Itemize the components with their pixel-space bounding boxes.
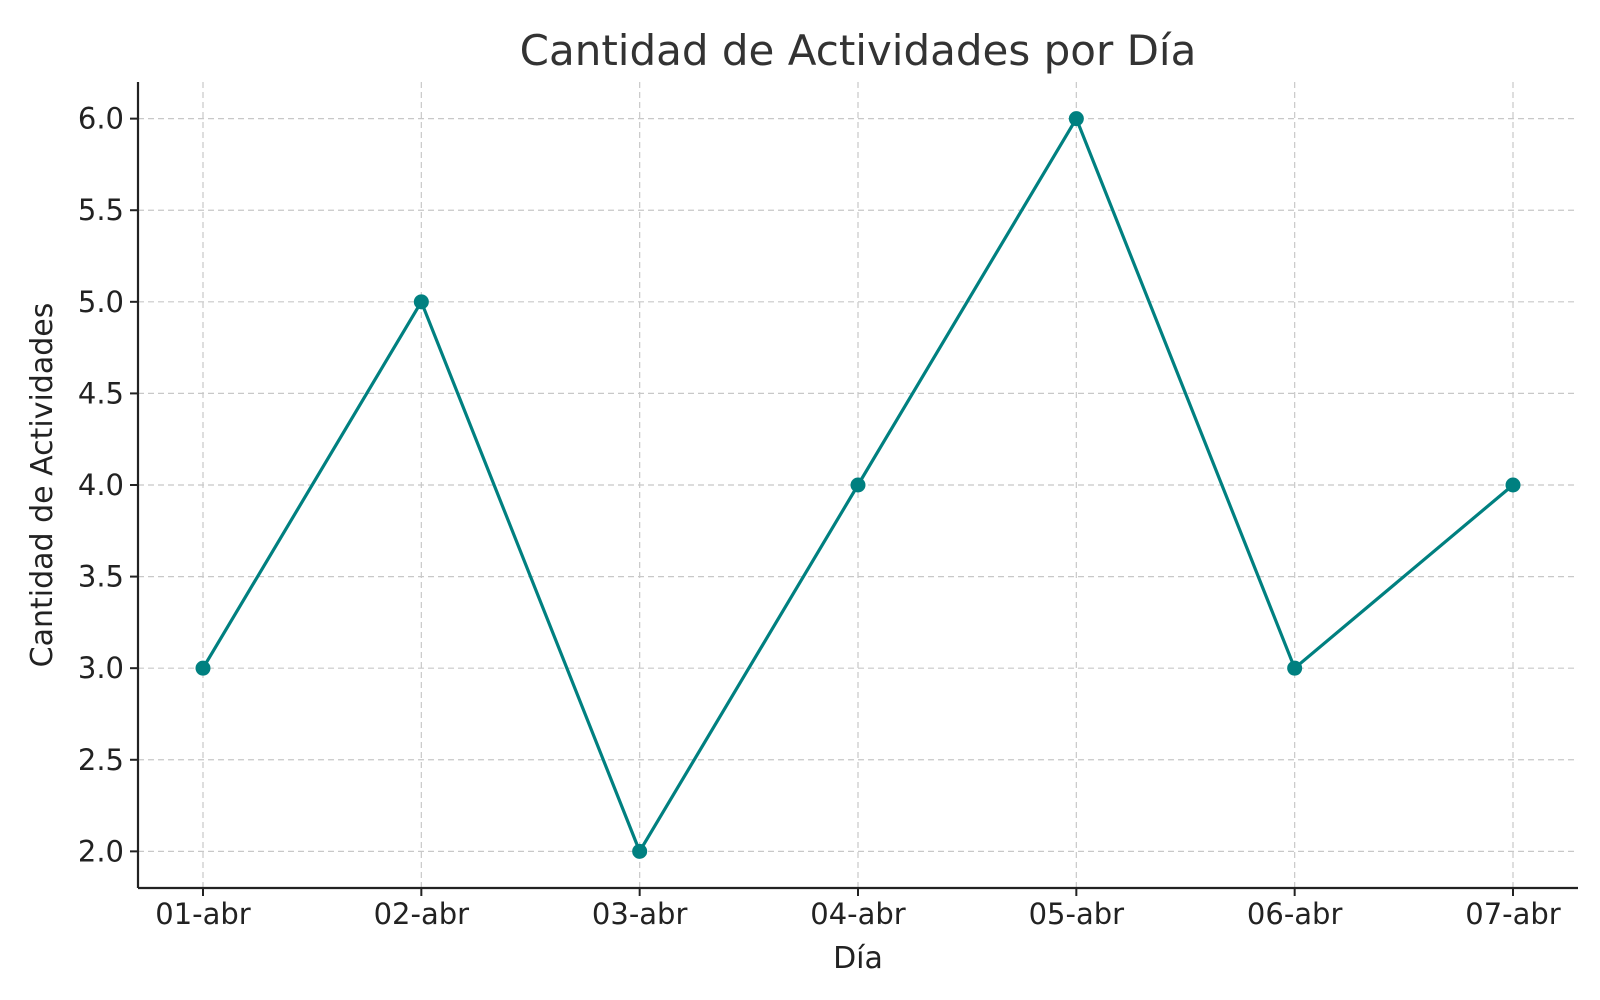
x-tick-label: 01-abr bbox=[155, 897, 251, 931]
x-tick-label: 07-abr bbox=[1465, 897, 1561, 931]
y-tick-label: 5.5 bbox=[78, 193, 124, 227]
y-tick-label: 4.5 bbox=[78, 376, 124, 410]
data-point-04-abr bbox=[850, 477, 866, 493]
x-tick-label: 03-abr bbox=[592, 897, 688, 931]
y-axis-label: Cantidad de Actividades bbox=[25, 303, 60, 668]
x-tick-label: 02-abr bbox=[374, 897, 470, 931]
x-tick-label: 05-abr bbox=[1029, 897, 1125, 931]
y-tick-label: 2.5 bbox=[78, 743, 124, 777]
x-tick-label: 04-abr bbox=[810, 897, 906, 931]
y-tick-label: 3.5 bbox=[78, 560, 124, 594]
data-point-07-abr bbox=[1505, 477, 1521, 493]
y-tick-label: 3.0 bbox=[78, 651, 124, 685]
chart-title: Cantidad de Actividades por Día bbox=[520, 26, 1197, 75]
data-point-01-abr bbox=[195, 660, 211, 676]
data-point-03-abr bbox=[632, 843, 648, 859]
y-tick-label: 6.0 bbox=[78, 102, 124, 136]
labels: Cantidad de Actividades por Día Día Cant… bbox=[25, 26, 1196, 976]
y-tick-label: 5.0 bbox=[78, 285, 124, 319]
data-point-05-abr bbox=[1068, 111, 1084, 127]
y-tick-label: 2.0 bbox=[78, 834, 124, 868]
series bbox=[195, 111, 1521, 859]
data-point-06-abr bbox=[1287, 660, 1303, 676]
x-tick-label: 06-abr bbox=[1247, 897, 1343, 931]
y-tick-label: 4.0 bbox=[78, 468, 124, 502]
data-point-02-abr bbox=[413, 294, 429, 310]
ticks: 2.0 2.5 3.0 3.5 4.0 4.5 5.0 5.5 6.0 01-abr 02-abr 0… bbox=[78, 102, 1561, 931]
x-axis-label: Día bbox=[833, 941, 883, 976]
